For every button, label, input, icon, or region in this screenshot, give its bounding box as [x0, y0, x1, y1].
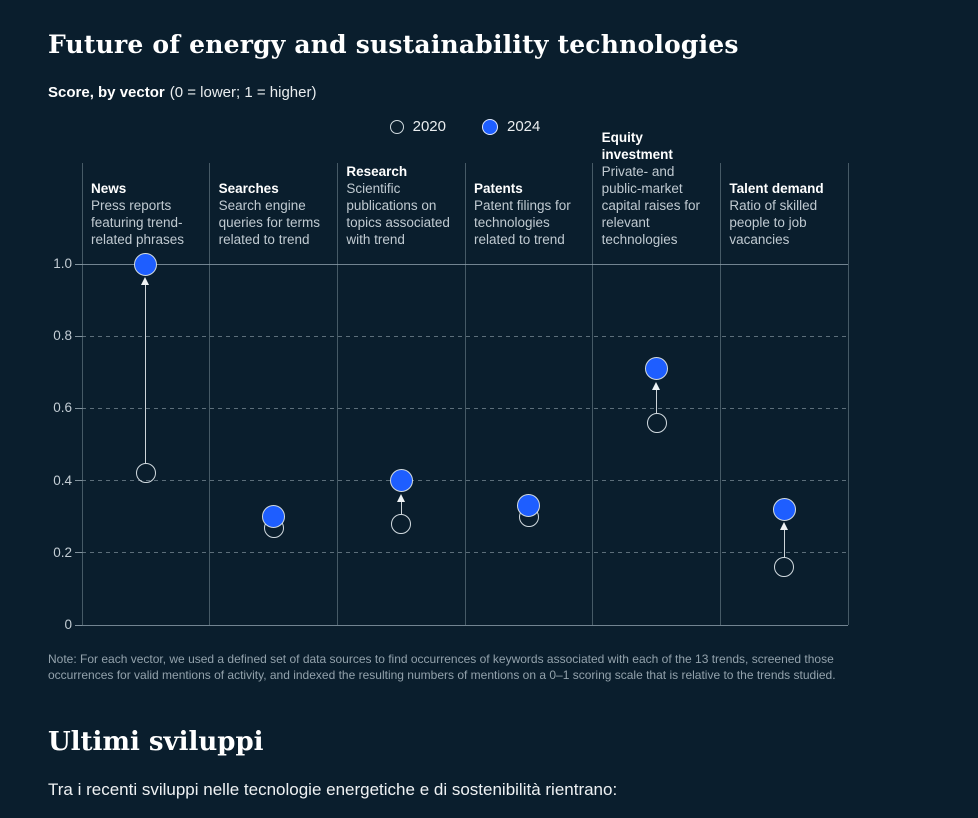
filled-circle-icon: [482, 118, 498, 135]
section-heading: Ultimi sviluppi: [48, 727, 264, 757]
data-point-2020: [646, 412, 667, 433]
column-header: Talent demand Ratio of skilled people to …: [729, 163, 841, 248]
y-axis-tick: [75, 335, 82, 337]
y-axis-label: 0.8: [53, 328, 72, 344]
column-divider: [464, 163, 466, 625]
gridline-solid: [82, 624, 848, 626]
change-arrow-line: [783, 530, 785, 558]
data-point-2024: [645, 357, 668, 381]
column-title: Research: [346, 164, 408, 179]
arrow-up-icon: [396, 493, 405, 502]
subtitle-scale: (0 = lower; 1 = higher): [169, 84, 317, 101]
column-title: Patents: [474, 181, 523, 196]
column-description: Search engine queries for terms related …: [218, 198, 320, 247]
column-divider: [719, 163, 721, 625]
column-header: Searches Search engine queries for terms …: [219, 163, 331, 248]
y-axis-label: 0.6: [53, 400, 72, 416]
column-divider: [847, 163, 849, 625]
chart-note: Note: For each vector, we used a defined…: [48, 652, 836, 682]
y-axis-tick: [75, 552, 82, 554]
data-point-2024: [134, 252, 158, 276]
gridline-dashed: [82, 480, 848, 482]
arrow-up-icon: [652, 381, 660, 390]
change-arrow-line: [400, 501, 402, 514]
column-description: Patent filings for technologies related …: [474, 198, 571, 247]
y-axis-tick: [75, 624, 82, 626]
column-divider: [209, 163, 211, 625]
column-header: News Press reports featuring trend-relate…: [91, 163, 203, 248]
arrow-up-icon: [779, 522, 788, 531]
y-axis-tick: [75, 480, 82, 482]
chart-subtitle: Score, by vector (0 = lower; 1 = higher): [48, 84, 316, 101]
subtitle-measure: Score, by vector: [48, 84, 165, 101]
column-header: Patents Patent filings for technologies r…: [474, 163, 586, 248]
y-axis-label: 0.2: [53, 544, 72, 560]
y-axis-tick: [75, 407, 82, 409]
gridline-dashed: [82, 335, 848, 337]
gridline-solid: [82, 263, 848, 265]
data-point-2024: [389, 469, 413, 493]
column-title: Searches: [218, 181, 279, 196]
section-intro: Tra i recenti sviluppi nelle tecnologie …: [48, 780, 618, 799]
data-point-2020: [135, 463, 156, 484]
column-title: News: [91, 181, 127, 196]
column-header: Research Scientific publications on topic…: [346, 163, 458, 248]
data-point-2024: [772, 497, 796, 521]
data-point-2024: [517, 494, 541, 518]
y-axis-label: 0.4: [53, 472, 72, 488]
data-point-2020: [391, 513, 412, 534]
column-divider: [592, 163, 594, 625]
y-axis-line: [81, 163, 83, 625]
legend-label-2020: 2020: [412, 118, 446, 135]
column-description: Press reports featuring trend-related ph…: [91, 198, 185, 247]
data-point-2020: [518, 506, 539, 527]
y-axis-label: 0: [64, 617, 72, 632]
column-header: Equity investment Private- and public-mar…: [601, 130, 714, 248]
change-arrow-line: [145, 285, 147, 464]
legend-label-2024: 2024: [507, 118, 541, 135]
gridline-dashed: [82, 552, 848, 554]
column-divider: [336, 163, 338, 625]
y-axis-label: 1.0: [53, 256, 72, 271]
column-description: Ratio of skilled people to job vacancies: [729, 198, 818, 247]
chart-title: Future of energy and sustainability tech…: [48, 30, 739, 59]
column-description: Scientific publications on topics associ…: [346, 181, 450, 247]
legend-item-2024: 2024: [482, 118, 540, 135]
legend-item-2020: 2020: [389, 118, 446, 135]
gridline-dashed: [82, 407, 848, 409]
column-description: Private- and public-market capital raise…: [601, 164, 700, 247]
column-title: Talent demand: [729, 181, 824, 196]
open-circle-icon: [389, 119, 404, 134]
data-point-2020: [774, 557, 795, 578]
arrow-up-icon: [141, 277, 150, 285]
data-point-2020: [263, 517, 284, 538]
y-axis-tick: [75, 263, 82, 265]
change-arrow-line: [656, 389, 657, 413]
chart-legend: 2020 2024: [82, 118, 848, 135]
data-point-2024: [262, 505, 285, 529]
